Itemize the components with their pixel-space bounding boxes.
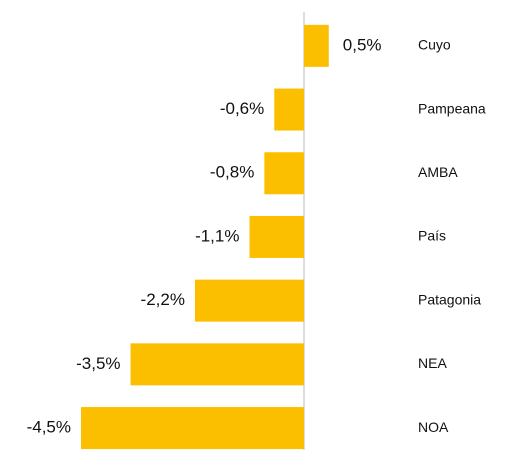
category-label: Pampeana: [418, 100, 486, 116]
bar: [264, 152, 304, 195]
value-label: -1,1%: [195, 226, 239, 245]
value-label: -2,2%: [141, 290, 185, 309]
category-label: NOA: [418, 419, 449, 435]
category-label: Patagonia: [418, 291, 481, 307]
bar: [194, 279, 304, 322]
bar: [81, 407, 304, 450]
category-label: País: [418, 228, 446, 244]
value-label: -0,8%: [210, 163, 254, 182]
bar: [130, 343, 304, 386]
value-label: -4,5%: [27, 418, 71, 437]
bar: [304, 24, 329, 67]
value-label: 0,5%: [343, 35, 382, 54]
bar: [274, 88, 304, 131]
category-label: NEA: [418, 355, 447, 371]
bar: [249, 215, 304, 258]
value-label: -3,5%: [76, 354, 120, 373]
category-label: Cuyo: [418, 37, 451, 53]
value-label: -0,6%: [220, 99, 264, 118]
category-label: AMBA: [418, 164, 458, 180]
